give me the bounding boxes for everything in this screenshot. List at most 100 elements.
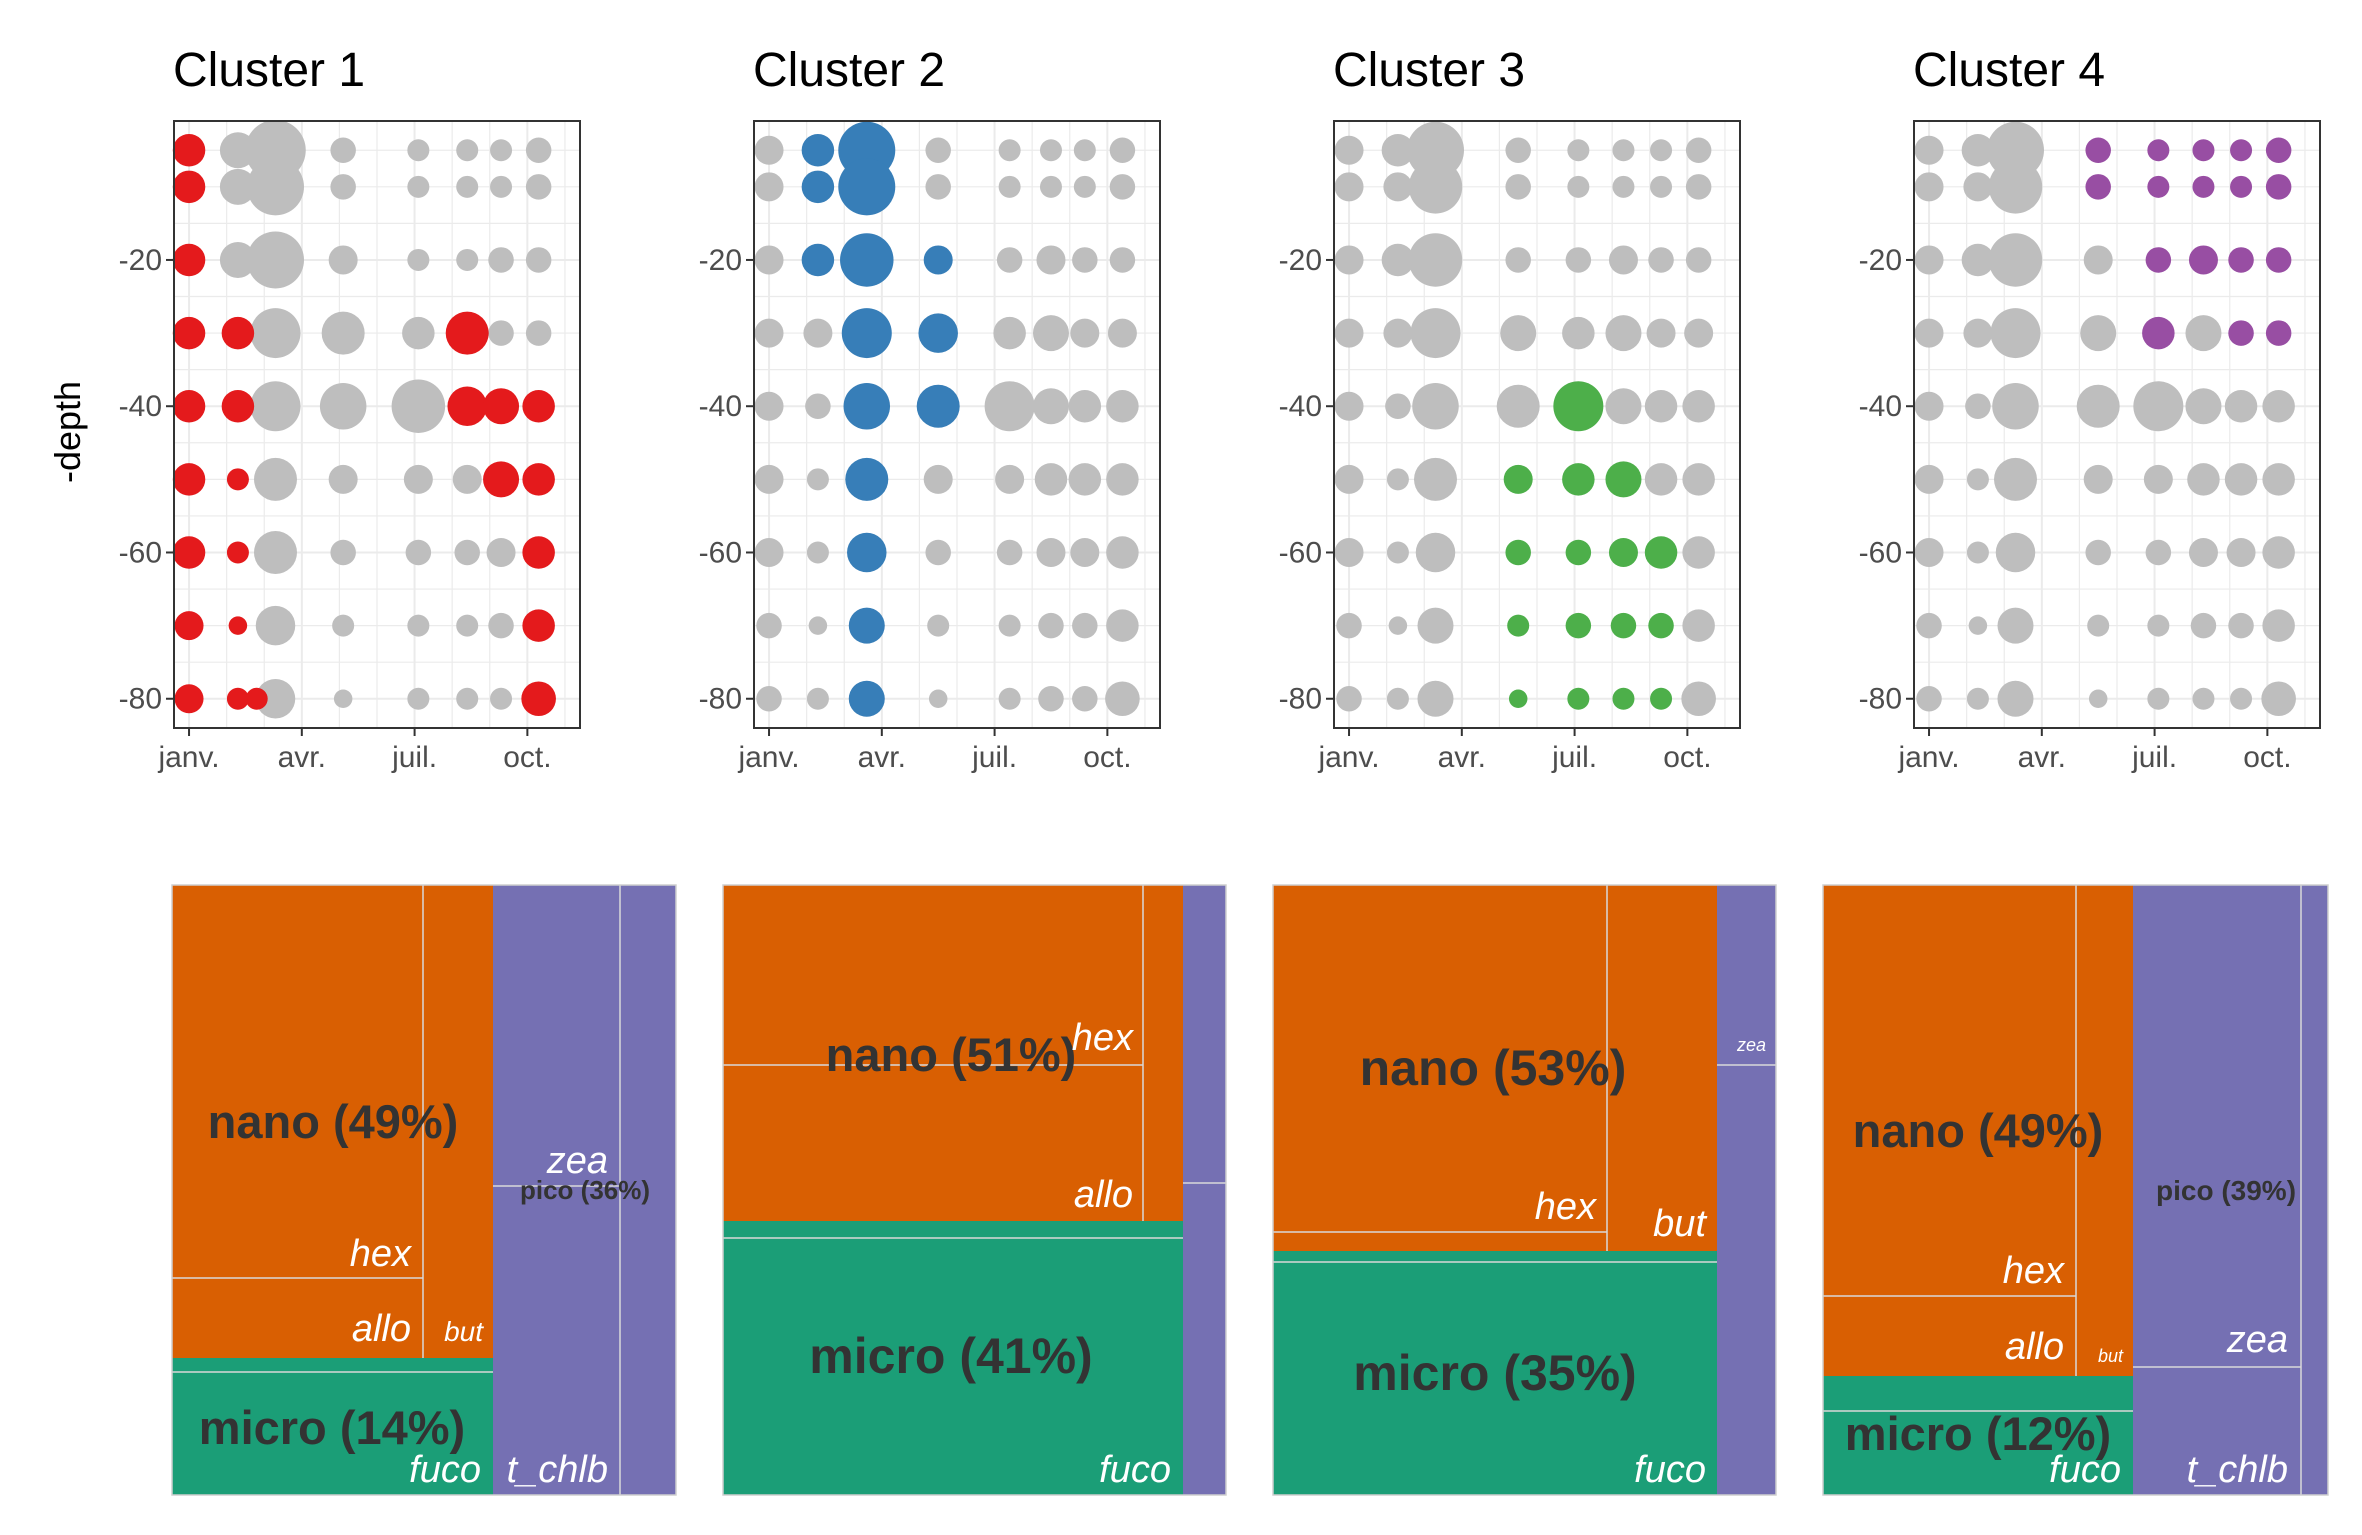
- background-point: [1385, 393, 1411, 419]
- background-point: [1072, 685, 1098, 712]
- background-point: [1496, 384, 1540, 428]
- highlighted-point: [172, 170, 206, 204]
- bubble-panel-cluster-4: Cluster 4 -20 -40 -60 -80 janv. avr. juil. oct.: [1859, 44, 2321, 774]
- tm-micro-rect: [723, 1221, 1183, 1495]
- background-point: [1990, 308, 2041, 359]
- background-point: [452, 464, 482, 494]
- highlighted-point: [2147, 175, 2170, 198]
- background-point: [1334, 537, 1364, 567]
- background-point: [1381, 134, 1415, 167]
- y-axis-title: -depth: [47, 381, 88, 483]
- background-point: [2083, 464, 2113, 494]
- highlighted-point: [522, 389, 555, 423]
- background-point: [1381, 243, 1415, 277]
- background-point: [998, 614, 1021, 637]
- background-point: [407, 687, 430, 710]
- tm-micro-rect: [1273, 1251, 1717, 1495]
- panel-title: Cluster 1: [173, 44, 365, 97]
- background-point: [1505, 247, 1531, 273]
- y-tick-label: -20: [119, 244, 162, 277]
- background-point: [255, 678, 296, 719]
- y-tick-label: -60: [119, 536, 162, 569]
- background-point: [756, 685, 782, 712]
- highlighted-point: [2192, 175, 2215, 198]
- background-point: [1334, 464, 1364, 494]
- background-point: [2185, 388, 2222, 425]
- background-point: [2143, 464, 2173, 494]
- background-point: [1106, 609, 1139, 642]
- background-point: [925, 174, 951, 200]
- background-point: [1383, 318, 1413, 348]
- tm-pigment-fuco: fuco: [1634, 1449, 1706, 1491]
- highlighted-point: [226, 541, 249, 564]
- background-point: [1968, 616, 1988, 635]
- tm-nano-rect: [723, 885, 1183, 1221]
- background-point: [456, 687, 479, 710]
- background-point: [250, 308, 301, 359]
- highlighted-point: [445, 311, 489, 355]
- y-tick-label: -40: [1859, 390, 1902, 423]
- background-point: [1995, 532, 2036, 573]
- highlighted-point: [2188, 245, 2218, 275]
- background-point: [391, 379, 446, 433]
- background-point: [486, 537, 516, 567]
- background-point: [984, 381, 1035, 432]
- highlighted-point: [1610, 612, 1637, 639]
- background-point: [925, 137, 951, 164]
- tm-pico-label: pico (39%): [2156, 1175, 2296, 1206]
- background-point: [488, 612, 514, 639]
- tm-pigment-allo: allo: [2005, 1326, 2064, 1368]
- background-point: [1997, 607, 2034, 644]
- background-point: [1988, 233, 2043, 287]
- background-point: [1562, 316, 1595, 350]
- y-tick-label: -60: [1279, 536, 1322, 569]
- highlighted-point: [221, 389, 255, 423]
- background-point: [456, 139, 479, 162]
- highlighted-point: [522, 609, 555, 642]
- background-point: [1408, 233, 1463, 287]
- tm-frame: [1822, 884, 2329, 1496]
- background-point: [2087, 614, 2110, 637]
- background-point: [998, 139, 1021, 162]
- highlighted-point: [847, 532, 887, 573]
- tm-pigment-but: but: [1653, 1203, 1707, 1245]
- y-tick-label: -40: [1279, 390, 1322, 423]
- background-point: [754, 172, 784, 202]
- background-point: [1646, 318, 1676, 348]
- background-point: [1685, 137, 1712, 164]
- background-point: [1070, 318, 1100, 348]
- x-tick-label: juil.: [1551, 741, 1597, 774]
- background-point: [407, 614, 430, 637]
- background-point: [1966, 687, 1989, 710]
- highlighted-point: [1644, 536, 1678, 569]
- treemap-cluster-3: nano (53%) hex but micro (35%) fuco zea: [1272, 884, 1777, 1496]
- background-point: [993, 316, 1026, 350]
- background-point: [1612, 139, 1635, 162]
- background-point: [1036, 245, 1066, 275]
- background-point: [1997, 680, 2034, 717]
- tm-pigment-hex: hex: [1072, 1017, 1135, 1059]
- background-point: [1505, 174, 1531, 200]
- background-point: [402, 316, 435, 350]
- panel-title: Cluster 2: [753, 44, 945, 97]
- background-point: [806, 468, 829, 491]
- tm-pico-rect: [2133, 885, 2328, 1495]
- highlighted-point: [228, 616, 248, 635]
- y-tick-label: -80: [1279, 683, 1322, 716]
- background-point: [1914, 245, 1944, 275]
- highlighted-point: [221, 316, 255, 350]
- background-point: [754, 318, 784, 348]
- background-point: [488, 247, 514, 273]
- highlighted-point: [172, 463, 206, 496]
- highlighted-point: [918, 313, 958, 353]
- background-point: [1412, 382, 1459, 430]
- highlighted-point: [2145, 247, 2172, 273]
- background-point: [805, 393, 831, 419]
- background-point: [806, 541, 829, 564]
- background-point: [328, 464, 358, 494]
- background-point: [1684, 318, 1714, 348]
- background-point: [456, 614, 479, 637]
- highlighted-point: [1507, 614, 1530, 637]
- background-point: [1682, 389, 1715, 423]
- highlighted-point: [172, 134, 206, 167]
